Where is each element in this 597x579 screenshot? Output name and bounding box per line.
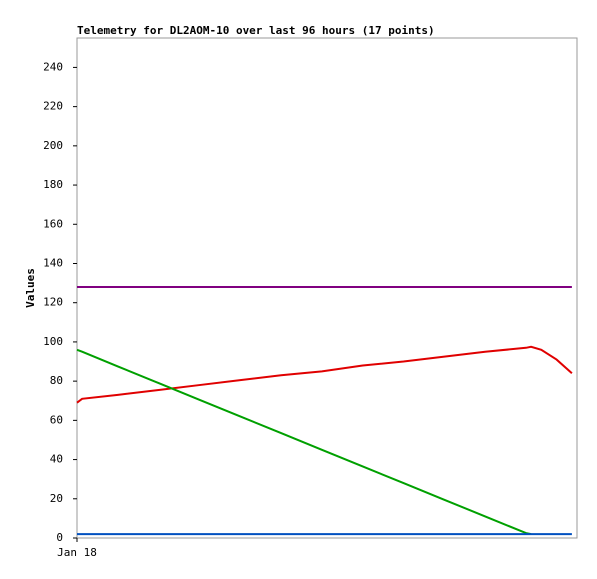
y-tick-label: 60 — [50, 413, 63, 426]
y-tick-label: 180 — [43, 178, 63, 191]
y-tick-label: 220 — [43, 100, 63, 113]
y-tick-label: 20 — [50, 492, 63, 505]
y-axis-label: Values — [24, 268, 37, 308]
series-line — [76, 348, 532, 536]
y-tick-label: 80 — [50, 374, 63, 387]
chart-title: Telemetry for DL2AOM-10 over last 96 hou… — [77, 24, 435, 37]
x-tick-label: Jan 18 — [57, 546, 97, 559]
y-tick-label: 200 — [43, 139, 63, 152]
y-tick-label: 160 — [43, 217, 63, 230]
y-tick-label: 40 — [50, 453, 63, 466]
y-tick-label: 0 — [56, 531, 63, 544]
y-tick-label: 100 — [43, 335, 63, 348]
y-tick-label: 240 — [43, 60, 63, 73]
y-tick-label: 140 — [43, 256, 63, 269]
series-line — [76, 345, 573, 404]
y-tick-label: 120 — [43, 296, 63, 309]
